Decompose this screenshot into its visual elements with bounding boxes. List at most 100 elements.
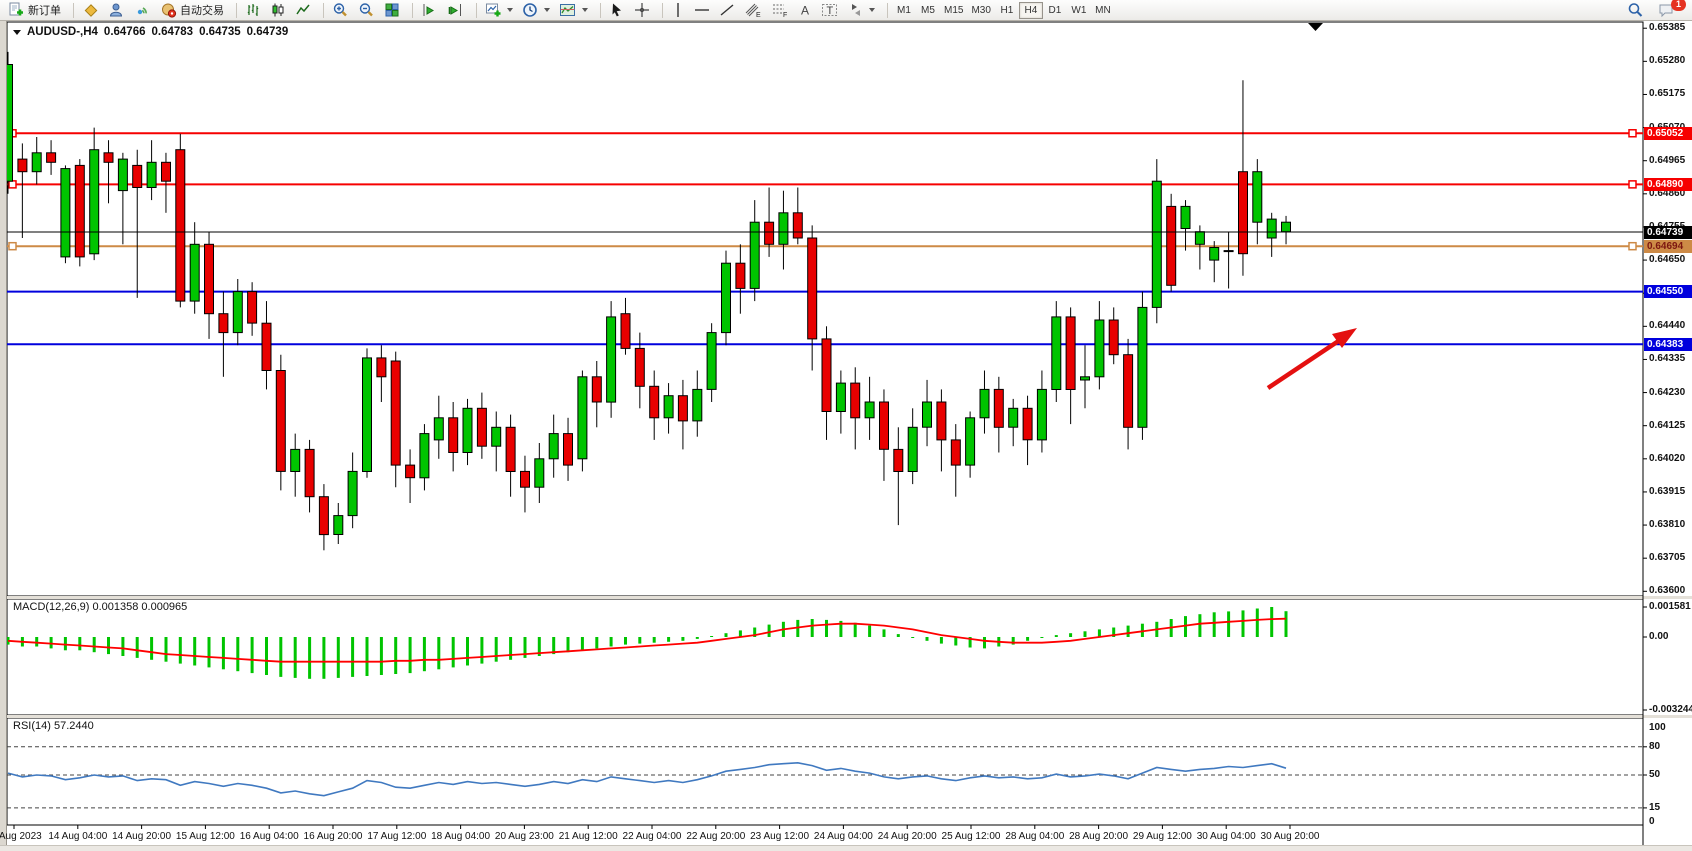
horizontal-line-tool-button[interactable] [690,1,714,19]
price-axis-tick: 0.64125 [1649,419,1686,431]
crosshair-tool-button[interactable] [630,1,654,19]
zoom-in-button[interactable] [328,1,353,19]
time-axis-label: 15 Aug 12:00 [175,831,235,842]
cursor-tool-button[interactable] [605,1,629,19]
new-order-button[interactable]: 新订单 [4,1,65,19]
notification-count-badge: 1 [1671,0,1686,11]
time-axis-label: 25 Aug 12:00 [941,831,1001,842]
clock-icon [522,2,539,18]
signals-button[interactable] [130,1,155,19]
price-badge-0.64890: 0.64890 [1644,177,1692,191]
timeframe-button-M15[interactable]: M15 [940,2,967,19]
autotrading-label: 自动交易 [180,5,224,17]
timeframe-button-W1[interactable]: W1 [1067,2,1091,19]
timeframe-button-M30[interactable]: M30 [967,2,994,19]
cursor-icon [609,2,625,18]
price-axis-tick: 0.63600 [1649,585,1686,597]
templates-button[interactable] [555,1,592,19]
toolbar-separator [66,2,74,18]
channel-tool-button[interactable]: E [740,1,766,19]
ohlc-low: 0.64735 [199,26,241,38]
timeframe-button-MN[interactable]: MN [1091,2,1115,19]
time-axis-label: 16 Aug 20:00 [303,831,363,842]
candlestick-icon [270,2,286,18]
chart-title[interactable]: AUDUSD-,H4 0.64766 0.64783 0.64735 0.647… [13,26,288,38]
rsi-line [7,761,1287,797]
macd-indicator-label: MACD(12,26,9) 0.001358 0.000965 [13,601,188,613]
svg-text:A: A [801,4,809,18]
price-axis-tick: 0.63915 [1649,485,1686,497]
toolbar-separator [316,2,324,18]
vertical-line-icon [671,2,685,18]
toolbar-separator [405,2,413,18]
hline-object-0.64694[interactable] [7,241,1643,251]
zoom-out-button[interactable] [354,1,379,19]
terminal-user-icon [108,2,125,18]
time-axis-label: 14 Aug 04:00 [48,831,108,842]
new-chart-icon [485,2,502,18]
vertical-line-tool-button[interactable] [667,1,689,19]
autotrading-icon [160,2,177,18]
rsi-axis-tick: 100 [1649,722,1666,733]
chart-shift-button[interactable] [443,1,468,19]
time-axis-label: 17 Aug 12:00 [367,831,427,842]
new-chart-button[interactable] [481,1,517,19]
trendline-tool-button[interactable] [715,1,739,19]
timeframe-button-M5[interactable]: M5 [916,2,940,19]
time-axis-label: 23 Aug 12:00 [750,831,810,842]
time-axis-label: 16 Aug 04:00 [239,831,299,842]
price-axis-tick: 0.63705 [1649,552,1686,564]
window-bottom-edge [0,845,1692,851]
time-axis-label: 30 Aug 04:00 [1196,831,1256,842]
time-axis-label: 28 Aug 20:00 [1069,831,1129,842]
chevron-down-icon [869,8,875,12]
price-badge-0.64739: 0.64739 [1644,225,1692,239]
linechart-button[interactable] [291,1,315,19]
notifications-button[interactable]: 1 [1654,0,1686,19]
arrows-tool-button[interactable] [844,1,879,19]
autotrading-button[interactable]: 自动交易 [156,1,228,19]
time-axis-label: 22 Aug 20:00 [686,831,746,842]
ohlc-open: 0.64766 [103,26,146,38]
timeframe-button-D1[interactable]: D1 [1043,2,1067,19]
price-axis-tick: 0.64335 [1649,353,1686,365]
search-button[interactable] [1623,1,1648,19]
zoom-out-icon [358,2,375,18]
time-axis-label: 21 Aug 12:00 [558,831,618,842]
fibonacci-tool-button[interactable]: F [767,1,793,19]
timeframe-button-H1[interactable]: H1 [995,2,1019,19]
price-axis-tick: 0.65385 [1649,22,1686,34]
barchart-button[interactable] [241,1,265,19]
price-axis-tick: 0.65280 [1649,55,1686,67]
candlestick-series[interactable] [3,51,1291,551]
gold-diamond-icon [82,2,99,18]
text-label-icon: T [821,2,839,18]
trend-arrow-annotation[interactable] [1266,328,1357,390]
tile-windows-button[interactable] [380,1,404,19]
chevron-down-icon [507,8,513,12]
time-axis-label: 20 Aug 23:00 [494,831,554,842]
new-order-label: 新订单 [28,5,61,17]
toolbar-separator [469,2,477,18]
text-tool-button[interactable]: A [794,1,816,19]
timeframe-button-H4[interactable]: H4 [1018,1,1043,19]
search-icon [1627,2,1644,18]
zoom-in-icon [332,2,349,18]
rsi-axis-tick: 80 [1649,740,1661,752]
timeframe-button-M1[interactable]: M1 [892,2,916,19]
time-axis-label: 18 Aug 04:00 [431,831,491,842]
autoscroll-button[interactable] [417,1,442,19]
candlestick-button[interactable] [266,1,290,19]
periods-button[interactable] [518,1,554,19]
hline-object-0.6489[interactable] [7,180,1643,189]
market-watch-button[interactable] [78,1,103,19]
text-label-tool-button[interactable]: T [817,1,843,19]
macd-axis-tick: 0.00 [1649,631,1669,642]
time-axis-label: 28 Aug 04:00 [1005,831,1065,842]
price-axis-tick: 0.64650 [1649,254,1686,266]
toolbar-separator [880,2,888,18]
chevron-down-icon [13,29,21,35]
terminal-button[interactable] [104,1,129,19]
chart-shift-marker[interactable] [1308,23,1323,31]
